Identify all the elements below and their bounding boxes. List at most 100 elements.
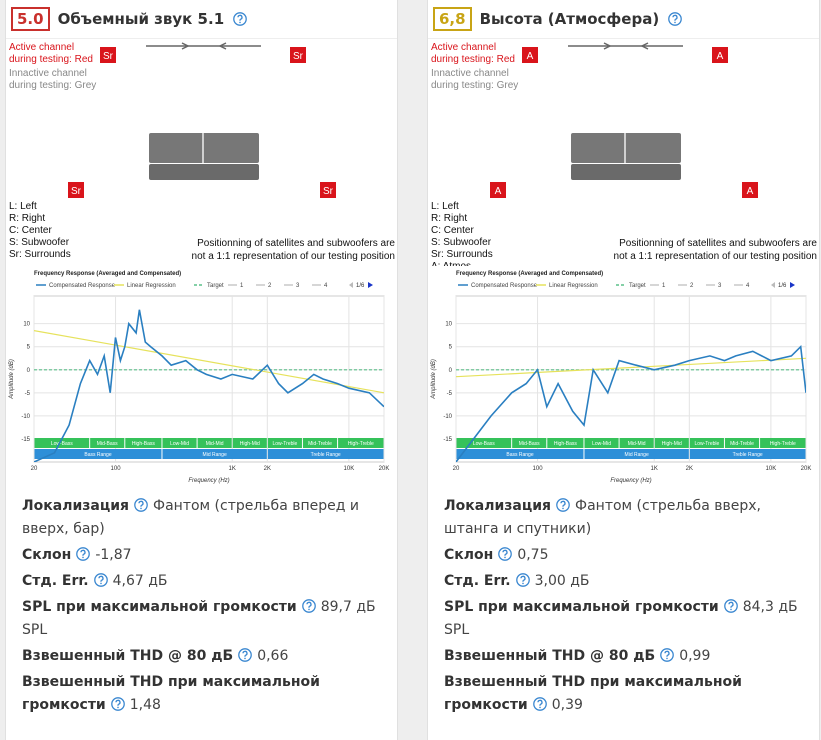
range [34,449,162,459]
spec-value: 0,75 [517,547,549,563]
help-icon [723,599,738,613]
legend-label: 3 [296,283,300,289]
card: 5.0 Объемный звук 5.1 Active channel during… [5,0,398,740]
spec-value: Фантом (стрельба вперед и вверх, бар) [22,498,359,537]
arrow-head [181,42,190,50]
band-label: Mid-Bass [519,441,540,447]
help-dot [729,608,732,611]
band [760,438,806,448]
help-dot [538,706,541,709]
frequency-chart: Frequency Response (Averaged and Compens… [9,271,389,484]
spec-label: Склон [22,547,72,563]
series-line [456,357,806,378]
band-label: High-Mid [240,441,260,447]
x-tick-label: 100 [111,466,122,472]
range-label: Bass Range [84,452,111,458]
y-tick-label: 0 [449,368,453,374]
card-header: 6,8 Высота (Атмосфера) [428,0,819,39]
help-mark [537,699,543,706]
y-tick-label: -15 [21,437,30,443]
band [547,438,584,448]
speaker-label: A [747,186,754,197]
help-icon [668,12,683,26]
card-title: Объемный звук 5.1 [57,10,225,28]
disclaimer: not a 1:1 representation of our testing … [192,251,395,262]
key-line: C: Center [431,225,474,236]
help-dot [82,556,85,559]
inactive-note: Innactive channel [431,68,509,79]
arrow-head [603,42,612,50]
help-dot [562,507,564,510]
spec-value: 4,67 дБ [112,573,168,589]
range-label: Bass Range [506,452,533,458]
band-label: Low-Mid [170,441,189,447]
spec-value: 0,39 [551,697,583,713]
band [267,438,302,448]
disclaimer: Positionning of satellites and subwoofer… [619,238,817,249]
help-dot [521,582,524,585]
inactive-note: Innactive channel [9,68,87,79]
help-icon [134,498,148,512]
card-title: Высота (Атмосфера) [479,10,660,28]
help-mark [519,575,526,582]
spec-row: Склон 0,75 [444,544,809,567]
arrow-head [640,42,649,50]
speaker [490,182,506,198]
legend-label: Compensated Response [49,283,116,289]
key-line: L: Left [9,201,37,212]
help-icon [233,12,247,26]
help-dot [239,21,241,24]
band [302,438,338,448]
range-label: Mid Range [625,452,649,458]
legend-next[interactable] [790,282,795,288]
spec-value: Фантом (стрельба вверх, штанга и спутник… [444,498,761,537]
spec-label: Стд. Err. [22,573,89,589]
band [654,438,689,448]
range-label: Treble Range [733,452,763,458]
spec-label: Стд. Err. [444,573,511,589]
speaker [522,47,538,63]
speaker [320,182,336,198]
help-icon [110,697,125,711]
legend-prev [771,282,775,288]
legend-label: Target [629,283,646,289]
spec-row: Локализация Фантом (стрельба вперед и вве… [22,495,387,541]
legend-label: 4 [746,283,750,289]
help-dot [504,556,507,559]
spec-row: Склон -1,87 [22,544,387,567]
spec-label: Локализация [22,498,130,514]
band-label: Low-Treble [694,441,719,447]
disclaimer: Positionning of satellites and subwoofer… [197,238,395,249]
x-tick-label: 2K [264,466,271,472]
help-dot [307,608,310,611]
key-line: S: Subwoofer [431,237,492,248]
arrow-head [218,42,227,50]
speaker-label: A [527,51,534,62]
key-line: Sr: Surrounds [9,249,71,260]
spec-row: SPL при максимальной громкости 84,3 дБ SP… [444,596,809,642]
help-icon [660,648,675,662]
sofa-seat [149,164,259,180]
spec-label: Взвешенный THD @ 80 дБ [22,648,234,664]
chart-title: Frequency Response (Averaged and Compens… [456,271,603,277]
x-axis-label: Frequency (Hz) [188,478,229,484]
card-header: 5.0 Объемный звук 5.1 [6,0,397,39]
y-tick-label: 5 [27,345,31,351]
help-mark [138,500,144,507]
range [584,449,689,459]
band-label: High-Bass [132,441,156,447]
plot-area [455,295,807,463]
band-label: High-Treble [348,441,374,447]
range [267,449,384,459]
spec-row: Локализация Фантом (стрельба вверх, штанг… [444,495,809,541]
legend-next[interactable] [368,282,373,288]
key-line: R: Right [431,213,467,224]
help-icon [515,573,530,587]
band-label: Mid-Treble [730,441,754,447]
spec-row: Стд. Err. 4,67 дБ [22,570,387,593]
inactive-note: during testing: Grey [9,80,96,91]
speaker [742,182,758,198]
spec-label: Склон [444,547,494,563]
spec-list: Локализация Фантом (стрельба вверх, штанг… [444,495,809,720]
speaker [712,47,728,63]
